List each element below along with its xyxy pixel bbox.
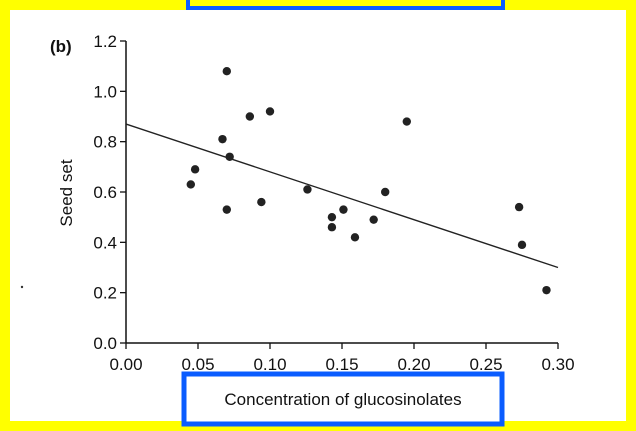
data-points <box>186 67 551 295</box>
x-label-blue-annotation-box <box>181 371 505 427</box>
stray-mark <box>20 285 24 289</box>
y-tick-label: 0.6 <box>93 183 117 202</box>
axis-ticks: 0.0 0.2 0.4 0.6 0.8 1.0 1.2 0.00 0.05 0.10 0.15 0.2… <box>93 32 574 374</box>
data-point <box>257 197 266 207</box>
data-point <box>218 134 227 144</box>
data-point <box>514 202 524 212</box>
data-point <box>190 165 200 174</box>
x-tick-label: 0.25 <box>469 355 502 374</box>
data-point <box>222 205 231 214</box>
x-tick-label: 0.10 <box>253 355 286 374</box>
data-point <box>225 152 234 161</box>
y-tick-label: 0.4 <box>93 233 117 252</box>
data-point <box>381 187 390 197</box>
data-point <box>222 67 231 76</box>
data-point <box>542 285 551 295</box>
data-point <box>402 117 411 126</box>
data-point <box>327 223 337 232</box>
x-tick-label: 0.05 <box>181 355 214 374</box>
y-tick-label: 1.0 <box>93 82 117 101</box>
y-tick-label: 0.0 <box>93 334 117 353</box>
x-axis-label: Concentration of glucosinolates <box>224 390 461 409</box>
x-tick-label: 0.30 <box>541 355 574 374</box>
data-point <box>339 205 348 214</box>
x-tick-label: 0.15 <box>325 355 358 374</box>
panel-label: (b) <box>50 37 72 56</box>
x-tick-label: 0.00 <box>109 355 142 374</box>
x-tick-label: 0.20 <box>397 355 430 374</box>
data-point <box>517 240 527 250</box>
axes <box>125 41 558 344</box>
regression-line <box>125 123 559 269</box>
y-tick-label: 0.8 <box>93 133 117 152</box>
trend-line-group <box>125 123 559 269</box>
data-point <box>303 185 312 194</box>
y-axis-label: Seed set <box>57 159 76 226</box>
y-tick-label: 0.2 <box>93 284 117 303</box>
data-point <box>369 215 378 224</box>
y-tick-label: 1.2 <box>93 32 117 51</box>
data-point <box>350 233 360 242</box>
data-point <box>265 107 275 116</box>
data-point <box>186 180 195 189</box>
top-blue-annotation-box <box>186 0 505 10</box>
data-point <box>245 112 255 121</box>
data-point <box>327 212 337 222</box>
